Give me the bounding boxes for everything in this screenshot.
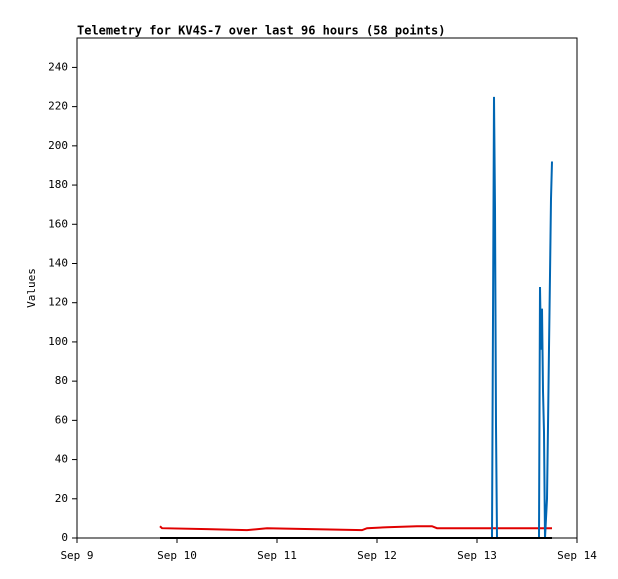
y-tick-label: 140 bbox=[48, 256, 68, 269]
y-tick-label: 220 bbox=[48, 100, 68, 113]
x-tick-label: Sep 12 bbox=[357, 549, 397, 562]
y-tick-label: 180 bbox=[48, 178, 68, 191]
series-line bbox=[159, 525, 552, 532]
y-tick-label: 60 bbox=[55, 413, 68, 426]
x-tick-label: Sep 9 bbox=[60, 549, 93, 562]
y-axis-label: Values bbox=[25, 268, 38, 308]
x-tick-label: Sep 13 bbox=[457, 549, 497, 562]
y-tick-label: 40 bbox=[55, 453, 68, 466]
plot-frame bbox=[76, 37, 578, 539]
chart-title: Telemetry for KV4S-7 over last 96 hours … bbox=[77, 24, 445, 38]
y-tick-label: 100 bbox=[48, 335, 68, 348]
y-tick-label: 160 bbox=[48, 217, 68, 230]
series-line bbox=[160, 96, 553, 539]
y-tick-label: 240 bbox=[48, 60, 68, 73]
y-tick-label: 120 bbox=[48, 296, 68, 309]
y-tick-label: 20 bbox=[55, 492, 68, 505]
x-tick-label: Sep 10 bbox=[157, 549, 197, 562]
y-tick-label: 0 bbox=[61, 531, 68, 544]
y-tick-label: 200 bbox=[48, 139, 68, 152]
x-tick-label: Sep 14 bbox=[557, 549, 597, 562]
y-tick-label: 80 bbox=[55, 374, 68, 387]
x-tick-label: Sep 11 bbox=[257, 549, 297, 562]
